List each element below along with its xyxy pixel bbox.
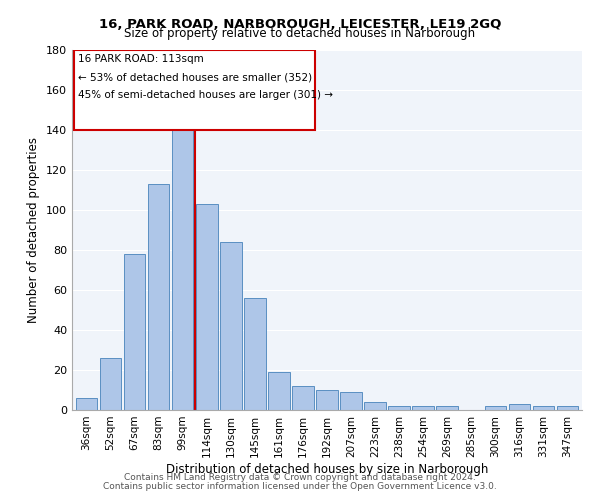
Text: Contains HM Land Registry data © Crown copyright and database right 2024.: Contains HM Land Registry data © Crown c… <box>124 474 476 482</box>
Bar <box>196 204 218 410</box>
Bar <box>220 242 242 410</box>
Bar <box>509 404 530 410</box>
Bar <box>172 122 193 410</box>
Bar <box>436 406 458 410</box>
Bar <box>244 298 266 410</box>
Bar <box>148 184 169 410</box>
Bar <box>388 406 410 410</box>
Bar <box>316 390 338 410</box>
Text: Size of property relative to detached houses in Narborough: Size of property relative to detached ho… <box>124 28 476 40</box>
Text: ← 53% of detached houses are smaller (352): ← 53% of detached houses are smaller (35… <box>78 72 312 82</box>
Y-axis label: Number of detached properties: Number of detached properties <box>28 137 40 323</box>
Bar <box>124 254 145 410</box>
Bar <box>557 406 578 410</box>
Text: 45% of semi-detached houses are larger (301) →: 45% of semi-detached houses are larger (… <box>78 90 333 100</box>
Bar <box>292 386 314 410</box>
Text: Contains public sector information licensed under the Open Government Licence v3: Contains public sector information licen… <box>103 482 497 491</box>
Bar <box>412 406 434 410</box>
Bar <box>100 358 121 410</box>
Bar <box>340 392 362 410</box>
FancyBboxPatch shape <box>74 50 315 130</box>
Text: 16 PARK ROAD: 113sqm: 16 PARK ROAD: 113sqm <box>78 54 204 64</box>
Bar <box>76 398 97 410</box>
Text: 16, PARK ROAD, NARBOROUGH, LEICESTER, LE19 2GQ: 16, PARK ROAD, NARBOROUGH, LEICESTER, LE… <box>99 18 501 30</box>
Bar <box>485 406 506 410</box>
X-axis label: Distribution of detached houses by size in Narborough: Distribution of detached houses by size … <box>166 462 488 475</box>
Bar <box>533 406 554 410</box>
Bar <box>364 402 386 410</box>
Bar <box>268 372 290 410</box>
